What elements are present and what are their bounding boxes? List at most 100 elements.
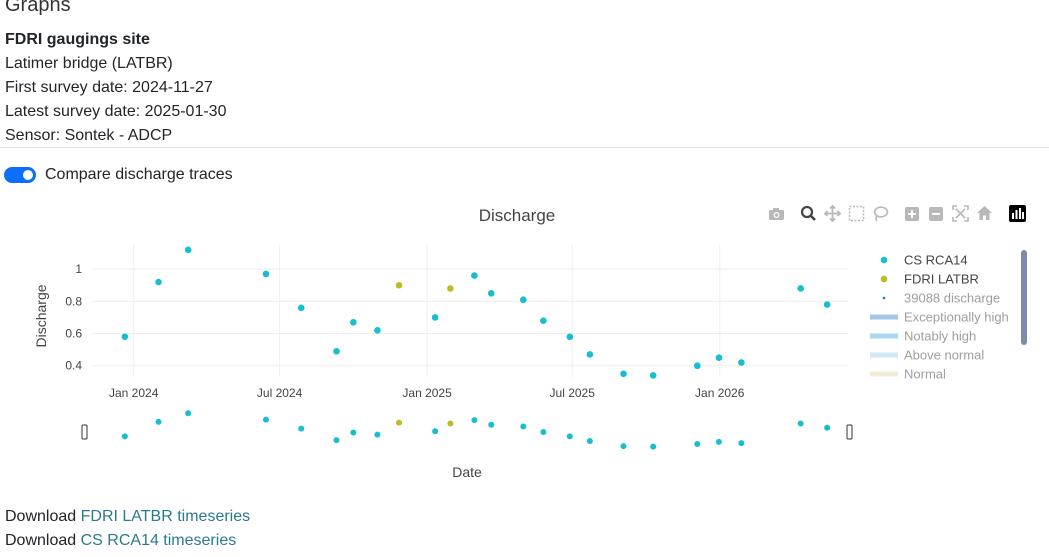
first-survey-date: First survey date: 2024-11-27 [5, 79, 213, 96]
data-point [374, 327, 381, 334]
legend-marker [880, 256, 888, 264]
x-tick-label: Jan 2025 [402, 386, 452, 400]
slider-point [155, 418, 162, 425]
compare-toggle-label: Compare discharge traces [45, 166, 233, 183]
data-point [297, 304, 305, 312]
toggle-knob [23, 170, 33, 180]
data-point [738, 359, 745, 366]
slider-point [396, 419, 403, 426]
slider-point [620, 443, 627, 450]
data-point [649, 372, 657, 379]
legend-label: CS RCA14 [904, 253, 968, 268]
slider-point [488, 421, 495, 428]
slider-point [586, 438, 593, 445]
legend-label: Above normal [904, 348, 984, 363]
discharge-chart: Discharge [33, 204, 1027, 480]
slider-point [715, 438, 722, 445]
camera-icon[interactable] [769, 208, 784, 220]
data-point [620, 370, 627, 378]
legend-item[interactable]: CS RCA14 [880, 253, 968, 268]
plotly-logo-icon[interactable] [1009, 205, 1026, 222]
zoom-icon[interactable] [800, 205, 816, 221]
x-tick-label: Jul 2025 [550, 386, 596, 400]
slider-point [694, 441, 701, 448]
range-slider-right-handle[interactable] [846, 424, 853, 440]
data-points [121, 246, 831, 379]
slider-point [738, 440, 745, 447]
x-axis-ticks: Jan 2024 Jul 2024 Jan 2025 Jul 2025 Jan 2026 [109, 386, 745, 400]
divider [0, 147, 1049, 148]
slider-point [520, 423, 527, 430]
download-prefix: Download [5, 532, 77, 549]
slider-point [374, 431, 381, 438]
page-heading: Graphs [5, 0, 71, 16]
data-point [715, 354, 723, 361]
slider-point [350, 429, 357, 436]
slider-point [121, 433, 128, 440]
y-axis-label: Discharge [33, 284, 49, 347]
legend-item[interactable]: Notably high [870, 329, 976, 344]
x-axis-label: Date [452, 464, 482, 480]
legend-item[interactable]: FDRI LATBR [880, 272, 979, 287]
chart-legend: CS RCA14 FDRI LATBR 39088 discharge Excepti… [870, 253, 1009, 382]
data-point [471, 272, 478, 279]
y-axis-ticks: 0.4 0.6 0.8 1 [65, 262, 82, 373]
legend-scrollbar[interactable] [1021, 250, 1027, 345]
download-cs-link[interactable]: CS RCA14 timeseries [80, 532, 237, 549]
legend-label: 39088 discharge [904, 291, 1000, 306]
legend-item[interactable]: 39088 discharge [882, 291, 1000, 306]
legend-label: Normal [904, 367, 946, 382]
data-point [823, 301, 831, 308]
data-point [566, 333, 574, 341]
data-point [262, 270, 270, 278]
reset-axes-icon[interactable] [977, 206, 992, 220]
data-point [520, 296, 527, 304]
legend-label: FDRI LATBR [904, 272, 979, 287]
y-tick-label: 0.4 [65, 359, 82, 373]
data-point [693, 362, 701, 370]
legend-item[interactable]: Normal [870, 367, 946, 382]
site-label: FDRI gaugings site [5, 31, 150, 48]
legend-marker [880, 275, 888, 283]
lasso-icon[interactable] [873, 206, 889, 222]
slider-point [262, 416, 269, 423]
data-point [155, 278, 162, 286]
slider-point [333, 437, 340, 444]
site-name: Latimer bridge (LATBR) [5, 55, 173, 72]
sensor-info: Sensor: Sontek - ADCP [5, 127, 173, 144]
box-select-icon[interactable] [848, 205, 865, 222]
data-point [487, 289, 495, 297]
autoscale-icon[interactable] [952, 205, 969, 222]
range-slider-left-handle[interactable] [81, 424, 88, 440]
range-slider[interactable] [81, 410, 853, 450]
legend-label: Notably high [904, 329, 976, 344]
slider-point [566, 433, 573, 440]
y-tick-label: 0.6 [65, 327, 82, 341]
pan-icon[interactable] [823, 204, 842, 223]
zoom-out-icon[interactable] [929, 207, 943, 221]
data-point [540, 317, 547, 324]
compare-discharge-toggle[interactable] [4, 167, 36, 183]
compare-toggle-row: Compare discharge traces [4, 166, 233, 184]
download-prefix: Download [5, 508, 77, 525]
y-tick-label: 0.8 [65, 294, 82, 308]
slider-point [797, 420, 804, 427]
data-point [121, 333, 129, 341]
legend-item[interactable]: Above normal [870, 348, 984, 363]
zoom-in-icon[interactable] [905, 207, 919, 221]
data-point [431, 314, 439, 321]
slider-point [540, 429, 547, 436]
download-fdri-row: Download FDRI LATBR timeseries [5, 508, 250, 526]
legend-marker [882, 296, 886, 300]
data-point [333, 347, 340, 355]
chart-gridlines [92, 245, 848, 377]
latest-survey-date: Latest survey date: 2025-01-30 [5, 103, 227, 120]
legend-item[interactable]: Exceptionally high [870, 310, 1009, 325]
x-tick-label: Jan 2026 [695, 386, 745, 400]
data-point [586, 351, 594, 358]
slider-point [471, 417, 478, 424]
slider-point [432, 428, 439, 435]
data-point [797, 285, 804, 292]
download-fdri-link[interactable]: FDRI LATBR timeseries [80, 508, 251, 525]
y-tick-label: 1 [75, 262, 82, 276]
